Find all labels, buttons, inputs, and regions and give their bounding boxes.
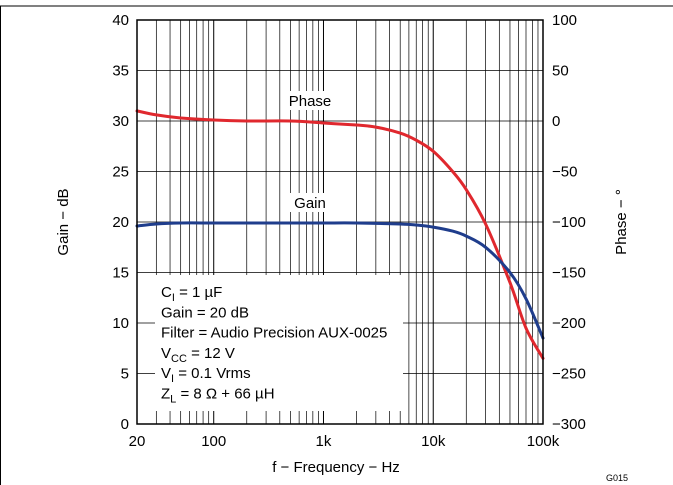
- series-label-bg: [284, 193, 336, 212]
- annotation-line: Filter = Audio Precision AUX-0025: [161, 325, 387, 342]
- annotation-main: Filter = Audio Precision AUX-0025: [161, 325, 387, 342]
- series-group: Phase Gain: [135, 91, 545, 360]
- annotation-line: CI = 1 µF: [161, 284, 222, 304]
- x-tick-label: 100: [201, 433, 226, 450]
- y-left-tick-label: 35: [112, 63, 129, 80]
- y-right-tick-label: −200: [552, 315, 586, 332]
- x-tick-label: 100k: [527, 433, 560, 450]
- y-left-tick-label: 30: [112, 113, 129, 130]
- y-right-tick-label: −100: [552, 214, 586, 231]
- y-right-tick-label: 0: [552, 113, 560, 130]
- annotation-main: V: [161, 345, 171, 362]
- y-right-tick-label: 50: [552, 63, 569, 80]
- y-right-tick-label: −250: [552, 366, 586, 383]
- y-left-tick-label: 15: [112, 265, 129, 282]
- annotation-subscript: I: [172, 292, 175, 304]
- annotation-subscript: CC: [171, 353, 187, 365]
- y-left-tick-label: 0: [121, 416, 129, 433]
- plot-frame: [136, 19, 544, 425]
- annotation-line: VCC = 12 V: [161, 345, 235, 365]
- y-left-tick-label: 20: [112, 214, 129, 231]
- y-left-tick-label: 10: [112, 315, 129, 332]
- annotation-main: Z: [161, 386, 170, 403]
- annotation-subscript: I: [171, 373, 174, 385]
- y-right-tick-label: 100: [552, 12, 577, 29]
- annotation-rest: = 8 Ω + 66 µH: [176, 386, 274, 403]
- series-label-bg: [284, 91, 336, 110]
- y-left-tick-label: 25: [112, 164, 129, 181]
- series-label-phase: Phase: [289, 93, 332, 110]
- y-right-tick-label: −300: [552, 416, 586, 433]
- annotation-subscript: L: [170, 394, 176, 406]
- x-tick-label: 10k: [421, 433, 446, 450]
- annotation-rest: = 12 V: [187, 345, 235, 362]
- annotation-box: [155, 275, 403, 411]
- annotation-rest: = 1 µF: [175, 284, 222, 301]
- x-axis-title: f − Frequency − Hz: [272, 459, 400, 476]
- y-axis-title-left: Gain − dB: [55, 188, 72, 255]
- annotation-rest: = 0.1 Vrms: [174, 365, 251, 382]
- x-tick-label: 20: [129, 433, 146, 450]
- y-right-tick-label: −150: [552, 265, 586, 282]
- series-line-phase: [135, 109, 545, 360]
- annotation-main: V: [161, 365, 171, 382]
- y-axis-title-right: Phase − °: [613, 189, 630, 255]
- annotation-line: ZL = 8 Ω + 66 µH: [161, 386, 275, 406]
- annotation-main: C: [161, 284, 172, 301]
- series-line-gain: [135, 221, 545, 340]
- x-tick-label: 1k: [316, 433, 332, 450]
- y-right-tick-label: −50: [552, 164, 577, 181]
- annotation-main: Gain = 20 dB: [161, 304, 249, 321]
- y-left-tick-label: 40: [112, 12, 129, 29]
- figure-id: G015: [606, 473, 628, 483]
- y-left-tick-label: 5: [121, 366, 129, 383]
- series-label-gain: Gain: [294, 195, 326, 212]
- tick-labels: 20 100 1k 10k 100k 0 5 10 15 20 25 30 35 40 −300 −250 −2…: [112, 12, 585, 450]
- annotation-line: Gain = 20 dB: [161, 304, 249, 321]
- annotation-line: VI = 0.1 Vrms: [161, 365, 251, 385]
